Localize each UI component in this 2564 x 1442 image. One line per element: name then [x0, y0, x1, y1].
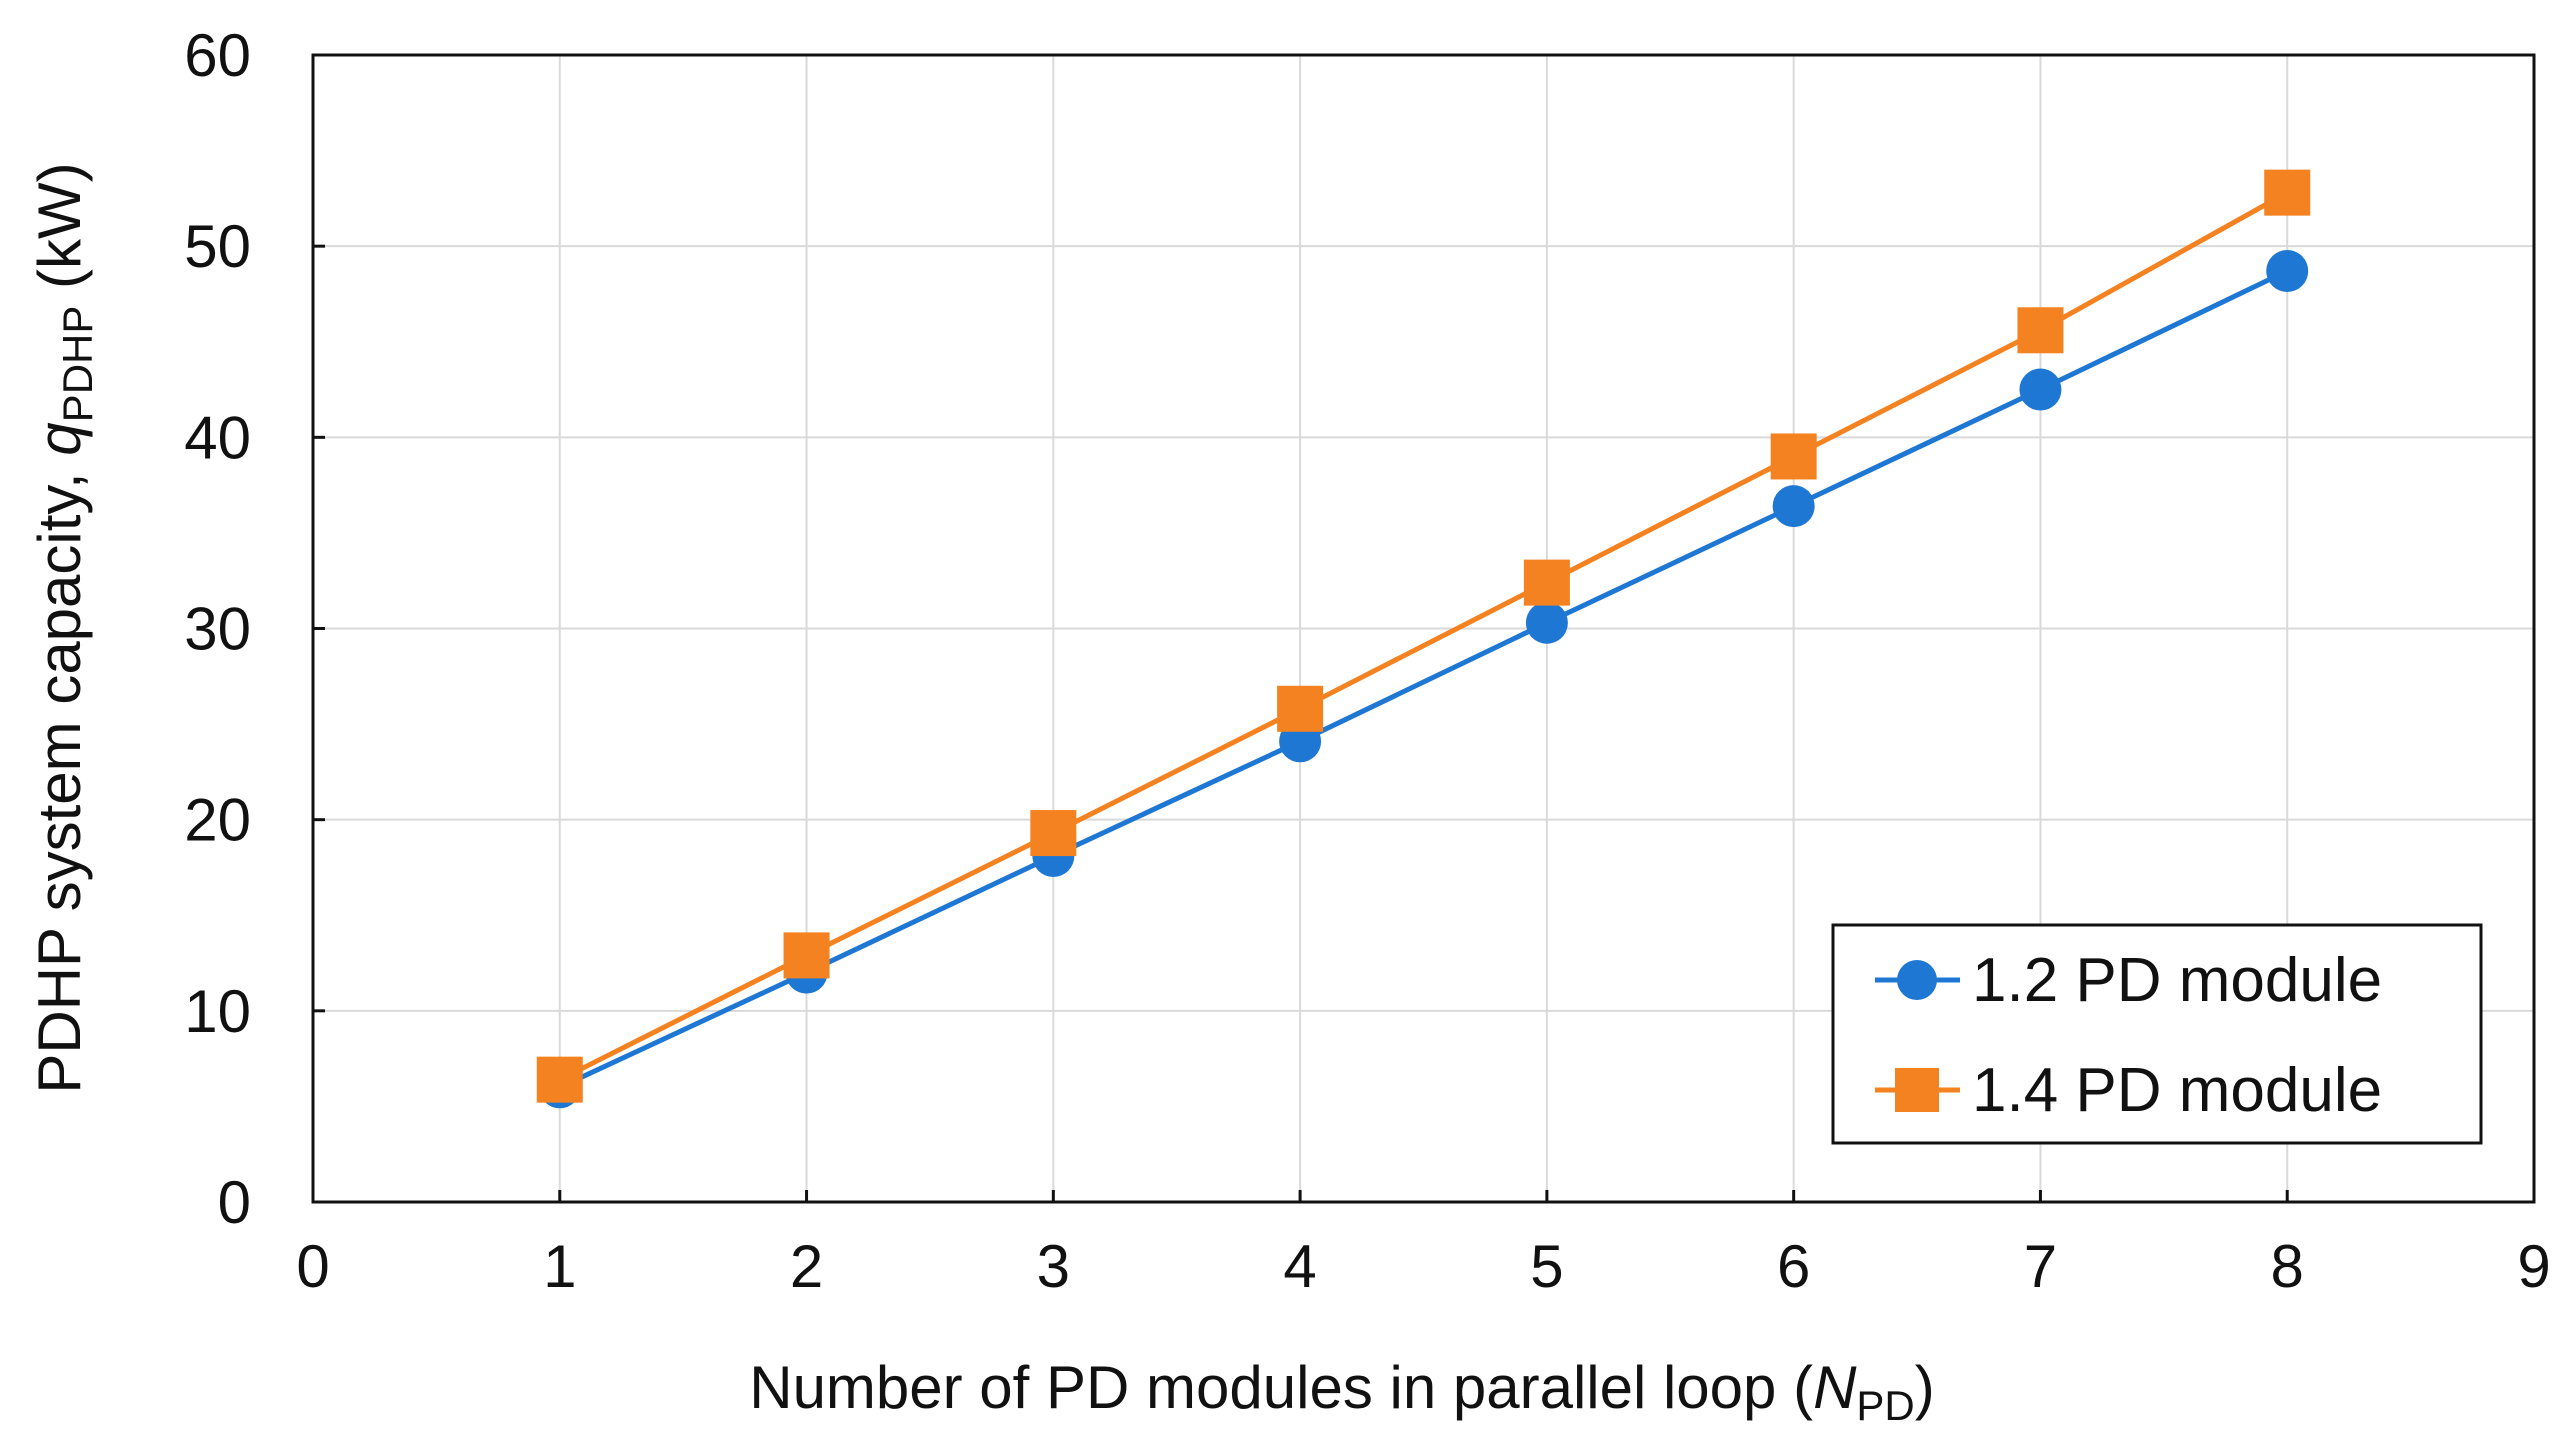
- series-1-point-5: [1525, 601, 1568, 644]
- series-1-point-7: [2019, 368, 2062, 411]
- y-tick-label-5: 50: [184, 213, 251, 280]
- y-axis: 0 10 20 30 40 50 60: [184, 22, 325, 1236]
- legend: 1.2 PD module 1.4 PD module: [1831, 923, 2483, 1145]
- legend-label-series-2: 1.4 PD module: [1972, 1056, 2382, 1125]
- series-2-point-6: [1770, 433, 1817, 480]
- legend-box: [1831, 923, 2483, 1145]
- series-2-point-8: [2264, 169, 2311, 216]
- x-tick-label-2: 2: [790, 1233, 823, 1300]
- x-axis-title: Number of PD modules in parallel loop (N…: [749, 1354, 1935, 1429]
- x-tick-label-8: 8: [2271, 1233, 2304, 1300]
- y-tick-label-6: 60: [184, 22, 251, 89]
- y-tick-label-2: 20: [184, 787, 251, 854]
- y-tick-label-4: 40: [184, 404, 251, 471]
- legend-label-series-1: 1.2 PD module: [1972, 946, 2382, 1015]
- x-tick-label-7: 7: [2024, 1233, 2057, 1300]
- y-axis-title: PDHP system capacity, qPDHP (kW): [26, 162, 101, 1093]
- x-tick-label-1: 1: [543, 1233, 576, 1300]
- legend-marker-series-1: [1897, 960, 1937, 1000]
- series-1-point-8: [2266, 250, 2309, 293]
- x-tick-label-9: 9: [2517, 1233, 2550, 1300]
- series-2-point-2: [783, 932, 830, 979]
- x-tick-label-5: 5: [1530, 1233, 1563, 1300]
- series-1-point-6: [1772, 485, 1815, 528]
- y-tick-label-3: 30: [184, 596, 251, 663]
- y-tick-label-0: 0: [218, 1169, 251, 1236]
- series-2-point-4: [1277, 685, 1324, 732]
- x-tick-label-4: 4: [1283, 1233, 1316, 1300]
- legend-marker-series-2: [1895, 1068, 1939, 1112]
- series-2-point-7: [2017, 307, 2064, 354]
- x-tick-label-3: 3: [1037, 1233, 1070, 1300]
- x-tick-label-0: 0: [296, 1233, 329, 1300]
- series-2-line: [558, 190, 2289, 1082]
- series-2: [536, 169, 2311, 1103]
- series-2-point-5: [1523, 559, 1570, 606]
- series-1-line: [558, 268, 2289, 1090]
- series-2-point-1: [536, 1056, 583, 1103]
- y-tick-label-1: 10: [184, 978, 251, 1045]
- series-layer: [536, 169, 2311, 1109]
- series-2-point-3: [1030, 810, 1077, 857]
- x-axis: 0 1 2 3 4 5 6 7 8 9: [296, 1190, 2551, 1300]
- x-tick-label-6: 6: [1777, 1233, 1810, 1300]
